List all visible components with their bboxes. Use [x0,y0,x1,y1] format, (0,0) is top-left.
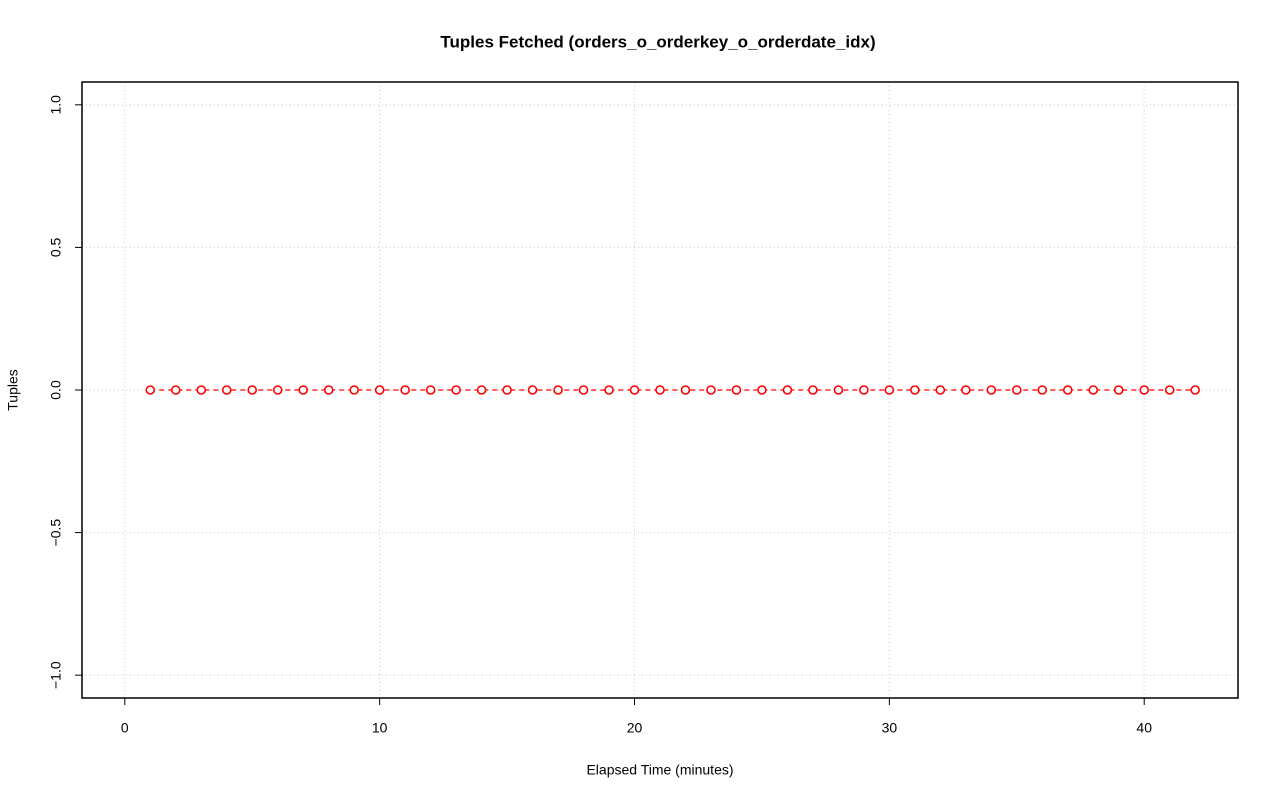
data-point [1164,385,1175,395]
data-point [604,385,614,395]
data-point [859,385,869,395]
data-point [349,385,359,395]
data-point [961,385,971,395]
x-tick-label: 0 [121,720,129,736]
data-point [1062,385,1073,395]
data-point [910,385,920,395]
y-tick-label: 0.5 [48,237,64,257]
data-point [196,385,207,395]
data-point [221,385,232,395]
data-point [1113,385,1124,395]
data-point [476,385,487,395]
data-point [782,385,793,395]
x-tick-label: 20 [627,720,643,736]
data-point [1139,385,1150,395]
plot-frame [81,81,1239,699]
y-tick-label: −0.5 [48,519,64,547]
data-point [731,385,742,395]
data-point [578,385,589,395]
data-point [400,385,410,395]
data-point [1088,385,1099,395]
data-point [757,385,767,395]
data-point [247,385,258,395]
data-point [986,385,997,395]
data-point [502,385,512,395]
data-point [425,385,436,395]
data-point [680,385,691,395]
data-point [1037,385,1048,395]
x-tick-label: 40 [1136,720,1152,736]
data-point [374,385,385,395]
y-axis-label: Tuples [5,369,21,411]
data-point [451,385,461,395]
y-tick-label: −1.0 [48,661,64,689]
x-axis-label: Elapsed Time (minutes) [586,762,733,778]
data-point [553,385,563,395]
data-point [629,385,640,395]
data-point [655,385,665,395]
data-point [884,385,895,395]
data-point [1011,385,1022,395]
data-point [323,385,334,395]
chart-title: Tuples Fetched (orders_o_orderkey_o_orde… [440,32,875,51]
y-tick-label: 0.0 [48,380,64,400]
data-point [527,385,538,395]
data-point [808,385,818,395]
data-point [833,385,844,395]
data-point [1190,385,1200,395]
data-point [145,385,156,395]
y-tick-label: 1.0 [48,95,64,115]
x-tick-label: 30 [882,720,898,736]
data-point [272,385,283,395]
data-point [935,385,946,395]
x-tick-label: 10 [372,720,388,736]
data-point [298,385,309,395]
data-point [706,385,716,395]
data-point [170,385,181,395]
